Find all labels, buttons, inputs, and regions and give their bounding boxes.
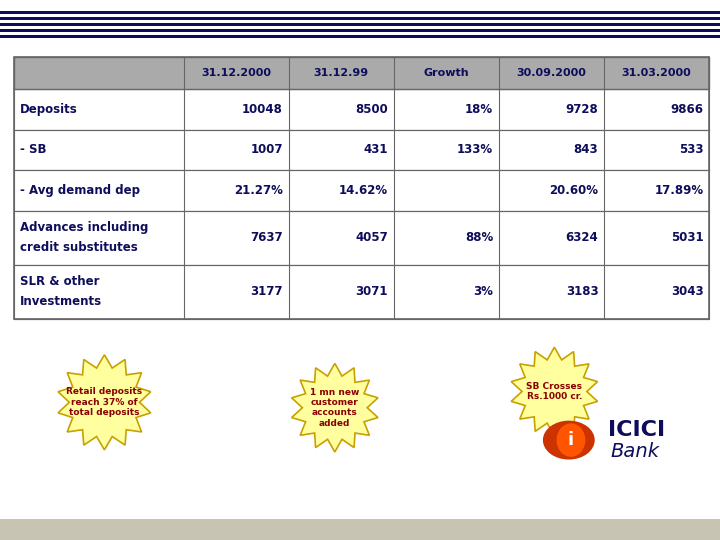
Text: - Avg demand dep: - Avg demand dep — [20, 184, 140, 197]
Bar — [0, 29, 720, 32]
Text: 31.12.99: 31.12.99 — [314, 68, 369, 78]
Text: 31.12.2000: 31.12.2000 — [201, 68, 271, 78]
Text: 3%: 3% — [473, 285, 493, 298]
Text: 20.60%: 20.60% — [549, 184, 598, 197]
Bar — [14, 57, 709, 89]
Text: Growth: Growth — [423, 68, 469, 78]
Circle shape — [543, 421, 595, 460]
Text: 17.89%: 17.89% — [654, 184, 703, 197]
Text: 7637: 7637 — [251, 231, 283, 244]
Text: 30.09.2000: 30.09.2000 — [516, 68, 587, 78]
Bar — [14, 57, 709, 319]
Bar — [0, 17, 720, 20]
Text: 8500: 8500 — [356, 103, 388, 116]
Text: Investments: Investments — [20, 295, 102, 308]
Text: 133%: 133% — [457, 143, 493, 157]
Text: Business Levels: Business Levels — [54, 57, 302, 85]
Text: 18%: 18% — [465, 103, 493, 116]
Text: 3043: 3043 — [671, 285, 703, 298]
Text: Advances including: Advances including — [20, 221, 148, 234]
Text: 14.62%: 14.62% — [339, 184, 388, 197]
Bar — [0, 14, 720, 17]
Bar — [0, 23, 720, 26]
Text: ICICI: ICICI — [608, 420, 665, 441]
Text: Bank: Bank — [611, 442, 660, 462]
Text: - SB: - SB — [20, 143, 47, 157]
Text: 3177: 3177 — [251, 285, 283, 298]
Text: SLR & other: SLR & other — [20, 275, 99, 288]
Ellipse shape — [557, 423, 585, 457]
Text: 5031: 5031 — [671, 231, 703, 244]
Bar — [14, 89, 709, 130]
Polygon shape — [511, 347, 598, 436]
Bar — [0, 35, 720, 38]
Text: 10048: 10048 — [242, 103, 283, 116]
Text: 3071: 3071 — [356, 285, 388, 298]
Text: i: i — [567, 431, 573, 449]
Bar — [0, 519, 720, 540]
Text: 9866: 9866 — [670, 103, 703, 116]
Text: 88%: 88% — [465, 231, 493, 244]
Bar — [0, 26, 720, 29]
Text: 1007: 1007 — [251, 143, 283, 157]
Text: 21.27%: 21.27% — [234, 184, 283, 197]
Text: 3183: 3183 — [566, 285, 598, 298]
Bar — [0, 8, 720, 11]
Text: Deposits: Deposits — [20, 103, 78, 116]
Text: 431: 431 — [364, 143, 388, 157]
Polygon shape — [58, 355, 150, 450]
Bar — [14, 130, 709, 170]
Text: 843: 843 — [574, 143, 598, 157]
Text: 1 mn new
customer
accounts
added: 1 mn new customer accounts added — [310, 388, 359, 428]
Text: 6324: 6324 — [566, 231, 598, 244]
Text: 4057: 4057 — [356, 231, 388, 244]
Text: SB Crosses
Rs.1000 cr.: SB Crosses Rs.1000 cr. — [526, 382, 582, 401]
Bar — [14, 211, 709, 265]
Text: Retail deposits
reach 37% of
total deposits: Retail deposits reach 37% of total depos… — [66, 387, 143, 417]
Bar — [0, 32, 720, 35]
Text: 31.03.2000: 31.03.2000 — [622, 68, 691, 78]
Text: 533: 533 — [679, 143, 703, 157]
Bar — [0, 20, 720, 23]
Text: credit substitutes: credit substitutes — [20, 241, 138, 254]
Bar — [14, 265, 709, 319]
Text: 9728: 9728 — [566, 103, 598, 116]
Polygon shape — [292, 363, 378, 452]
Bar — [14, 170, 709, 211]
Bar — [0, 11, 720, 14]
Text: Rs. in crore: Rs. in crore — [584, 75, 673, 89]
